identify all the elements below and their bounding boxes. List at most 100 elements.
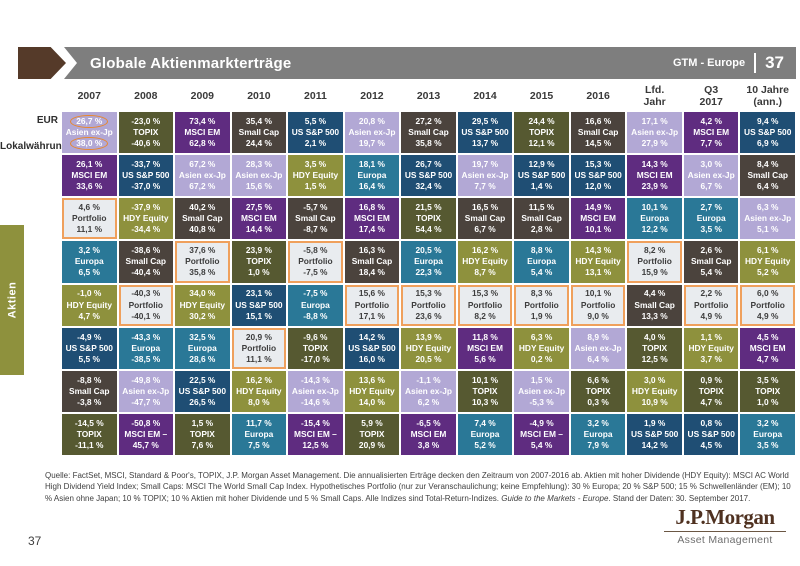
asset-label: Europa [357,170,387,181]
column-header: 2007 [77,89,101,102]
asset-label: Small Cap [690,256,732,267]
asset-label: US S&P 500 [235,299,283,310]
eur-return-value: 6,6 % [587,374,609,385]
return-cell-10jahre-r8: 3,2 % Europa 3,5 % [740,413,795,455]
eur-return-value: 27,5 % [245,202,272,213]
asset-label: Portfolio [128,299,164,310]
eur-return-value: 4,4 % [643,288,666,299]
asset-label: Europa [131,342,161,353]
eur-return-value: -37,9 % [131,202,161,213]
eur-return-value: -6,5 % [416,417,441,428]
column-header: Lfd. Jahr [643,84,666,108]
local-return-value: 19,7 % [358,138,385,149]
local-return-value: 12,0 % [585,181,612,192]
return-cell-q3-r4: 2,6 % Small Cap 5,4 % [683,241,739,283]
asset-label: Europa [74,256,104,267]
asset-label: Small Cap [634,299,675,310]
asset-label: Europa [527,256,556,267]
section-tab-aktien: Aktien [0,225,24,375]
local-return-value: 4,9 % [757,310,779,321]
eur-return-value: 20,5 % [415,245,442,256]
local-return-value: -40,6 % [131,138,161,149]
local-return-value: 13,3 % [641,310,668,321]
local-return-value: 20,5 % [415,353,442,364]
local-return-value: 13,1 % [585,267,612,278]
jpmorgan-asset-management-label: Asset Management [677,534,773,546]
local-return-value: 5,2 % [757,267,779,278]
asset-label: Portfolio [637,256,672,267]
return-cell-2008-r2: -33,7 % US S&P 500 -37,0 % [118,155,174,197]
local-return-value: 11,1 % [246,353,272,364]
local-return-value: -8,8 % [303,310,328,321]
local-return-value: 17,4 % [358,224,385,235]
asset-label: Asien ex-Jp [348,127,396,138]
eur-return-value: 21,5 % [415,202,442,213]
asset-label: Europa [244,428,274,439]
return-cell-2010-r5: 23,1 % US S&P 500 15,1 % [231,284,287,326]
eur-return-value: 28,3 % [245,159,272,170]
column-header: 2013 [416,89,441,102]
return-cell-10jahre-r4: 6,1 % HDY Equity 5,2 % [740,241,795,283]
gtm-divider [754,53,757,73]
asset-label: Europa [696,213,726,224]
eur-return-value: 11,5 % [528,202,555,213]
eur-return-value: 1,9 % [643,417,666,428]
asset-label: HDY Equity [631,385,678,396]
eur-return-value: 3,5 % [304,159,327,170]
local-return-value: 24,4 % [245,138,272,149]
eur-return-value: 15,3 % [415,288,442,299]
eur-return-value: 11,8 % [472,331,498,342]
eur-return-value: 18,1 % [358,159,385,170]
eur-return-value: 0,9 % [700,374,722,385]
eur-return-value: 4,6 % [78,202,100,213]
asset-label: Portfolio [524,299,559,310]
eur-return-value: -43,3 % [131,331,161,342]
return-cell-lfd-r5: 4,4 % Small Cap 13,3 % [627,284,682,326]
asset-label: Europa [640,213,670,224]
return-cell-q3-r7: 0,9 % TOPIX 4,7 % [683,370,739,412]
local-return-value: 6,9 % [757,138,779,149]
eur-return-value: -40,3 % [131,288,161,299]
asset-label: Asien ex-Jp [687,170,735,181]
asset-label: TOPIX [642,342,668,353]
eur-return-value: 40,2 % [189,202,216,213]
return-cell-lfd-r3: 10,1 % Europa 12,2 % [627,198,682,240]
eur-return-value: 22,5 % [189,374,216,385]
asset-label: TOPIX [133,127,159,138]
return-cell-2015-r8: -4,9 % MSCI EM –5,4 % [514,413,569,455]
local-return-value: -14,6 % [300,396,330,407]
asset-label: MSCI EM [636,170,673,181]
asset-label: US S&P 500 [744,127,792,138]
eur-return-value: -9,6 % [303,331,328,342]
asset-label: TOPIX [359,428,385,439]
eur-return-value: -14,5 % [74,417,104,428]
return-cell-lfd-r4: 8,2 % Portfolio 15,9 % [627,241,682,283]
return-cell-2014-r5: 15,3 % Portfolio 8,2 % [457,284,513,326]
return-cell-2008-r3: -37,9 % HDY Equity -34,4 % [118,198,174,240]
gtm-label: GTM - Europe [672,57,746,69]
asset-label: Asien ex-Jp [461,170,509,181]
return-cell-2010-r8: 11,7 % Europa 7,5 % [231,413,287,455]
eur-return-value: 16,5 % [471,202,499,213]
asset-label: HDY Equity [518,342,565,353]
asset-label: Asien ex-Jp [574,342,622,353]
asset-label: HDY Equity [405,342,452,353]
local-return-value: 14,4 % [245,224,272,235]
asset-label: Small Cap [69,385,110,396]
return-cell-2011-r5: -7,5 % Europa -8,8 % [288,284,343,326]
return-cell-2009-r6: 32,5 % Europa 28,6 % [175,327,230,369]
asset-label: Portfolio [467,299,503,310]
asset-label: Small Cap [521,213,562,224]
asset-label: Portfolio [580,299,616,310]
eur-return-value: 13,6 % [358,374,385,385]
asset-label: Small Cap [464,213,506,224]
eur-return-value: 3,0 % [700,159,722,170]
local-return-value: 6,2 % [417,396,440,407]
local-return-value: 5,4 % [700,267,722,278]
return-cell-2007-r8: -14,5 % TOPIX -11,1 % [62,413,117,455]
page-title: Globale Aktienmarkterträge [90,54,292,72]
return-cell-10jahre-r6: 4,5 % MSCI EM 4,7 % [740,327,795,369]
eur-return-value: 4,0 % [643,331,666,342]
eur-return-value: 8,2 % [643,245,666,256]
local-return-value: 17,1 % [358,310,385,321]
